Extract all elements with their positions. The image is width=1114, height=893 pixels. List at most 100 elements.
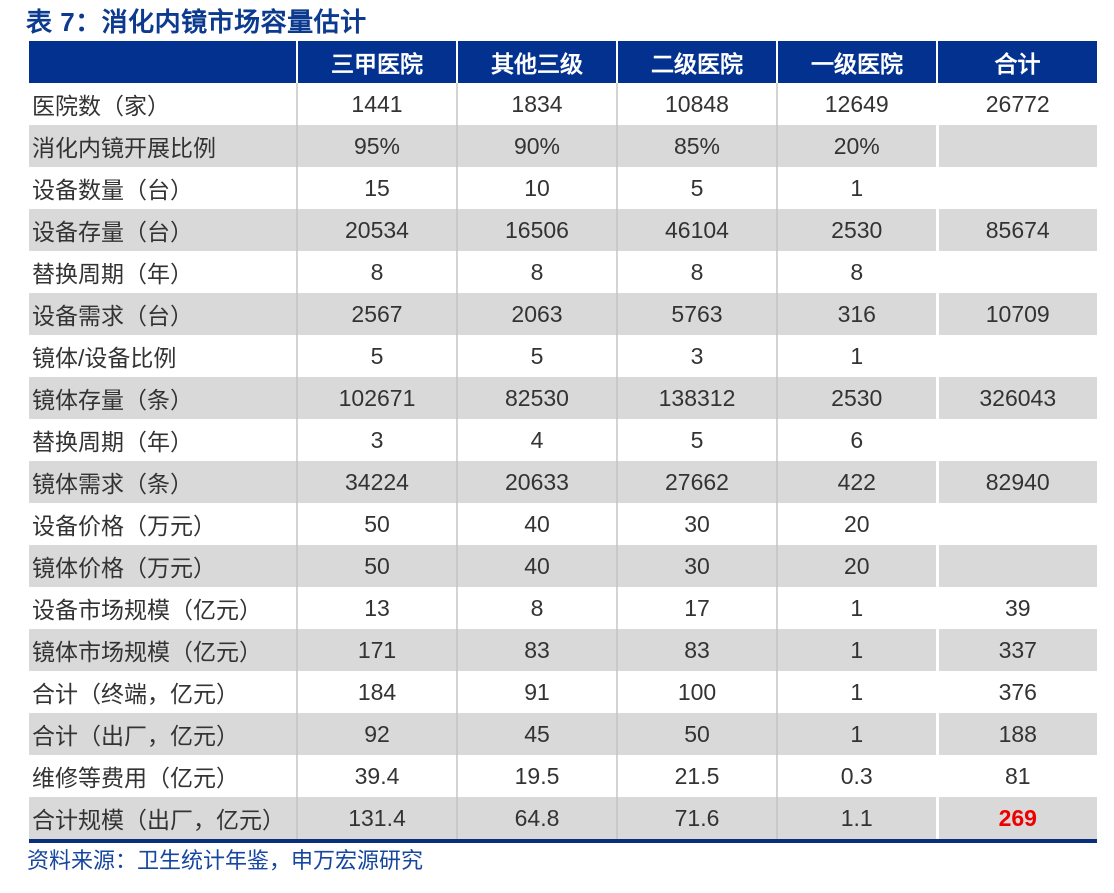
table-row: 替换周期（年） 3 4 5 6 [29, 419, 1097, 461]
total-cell: 337 [935, 629, 1097, 671]
value-cell: 1 [776, 629, 937, 671]
value-cell: 1 [776, 335, 937, 377]
table-row: 医院数（家） 1441 1834 10848 12649 26772 [29, 83, 1097, 125]
value-cell: 4 [456, 419, 617, 461]
table-row: 镜体市场规模（亿元） 171 83 83 1 337 [29, 629, 1097, 671]
total-cell: 85674 [935, 209, 1097, 251]
value-cell: 2567 [296, 293, 457, 335]
value-cell: 5 [616, 419, 777, 461]
table-row: 替换周期（年） 8 8 8 8 [29, 251, 1097, 293]
value-cell: 8 [456, 251, 617, 293]
header-cell-tier3a: 三甲医院 [296, 41, 457, 83]
value-cell: 5 [296, 335, 457, 377]
market-capacity-table: 三甲医院 其他三级 二级医院 一级医院 合计 医院数（家） 1441 1834 108… [29, 41, 1097, 843]
row-label: 设备市场规模（亿元） [32, 597, 262, 623]
value-cell: 20633 [456, 461, 617, 503]
value-cell: 0.3 [776, 755, 937, 797]
grand-total-highlight: 269 [935, 797, 1097, 843]
row-label: 镜体/设备比例 [32, 345, 177, 371]
market-capacity-table-container: 三甲医院 其他三级 二级医院 一级医院 合计 医院数（家） 1441 1834 108… [29, 41, 1097, 843]
header-cell-tier1: 一级医院 [776, 41, 937, 83]
row-label: 镜体需求（条） [29, 461, 297, 503]
value-cell: 82530 [456, 377, 617, 419]
table-row: 设备价格（万元） 50 40 30 20 [29, 503, 1097, 545]
row-label: 替换周期（年） [32, 261, 193, 287]
table-title: 表 7：消化内镜市场容量估计 [26, 7, 367, 37]
row-label: 合计规模（出厂，亿元） [29, 797, 297, 843]
value-cell: 85% [616, 125, 777, 167]
value-cell: 40 [456, 545, 617, 587]
total-cell [935, 419, 1097, 461]
value-cell: 64.8 [456, 797, 617, 843]
row-label: 消化内镜开展比例 [29, 125, 297, 167]
value-cell: 39.4 [296, 755, 457, 797]
value-cell: 71.6 [616, 797, 777, 843]
header-cell-tier2: 二级医院 [616, 41, 777, 83]
row-label: 设备数量（台） [32, 177, 193, 203]
value-cell: 10848 [616, 83, 777, 125]
table-row: 消化内镜开展比例 95% 90% 85% 20% [29, 125, 1097, 167]
value-cell: 30 [616, 503, 777, 545]
value-cell: 1 [776, 587, 937, 629]
value-cell: 131.4 [296, 797, 457, 843]
value-cell: 8 [616, 251, 777, 293]
value-cell: 50 [616, 713, 777, 755]
total-cell: 81 [935, 755, 1097, 797]
value-cell: 19.5 [456, 755, 617, 797]
value-cell: 21.5 [616, 755, 777, 797]
table-row: 镜体存量（条） 102671 82530 138312 2530 326043 [29, 377, 1097, 419]
row-label: 镜体市场规模（亿元） [29, 629, 297, 671]
value-cell: 12649 [776, 83, 937, 125]
table-row: 镜体/设备比例 5 5 3 1 [29, 335, 1097, 377]
total-cell: 26772 [935, 83, 1097, 125]
total-cell [935, 125, 1097, 167]
value-cell: 1834 [456, 83, 617, 125]
table-row: 合计规模（出厂，亿元） 131.4 64.8 71.6 1.1 269 [29, 797, 1097, 843]
row-label: 合计（终端，亿元） [32, 681, 239, 707]
value-cell: 6 [776, 419, 937, 461]
value-cell: 171 [296, 629, 457, 671]
total-cell [935, 545, 1097, 587]
total-cell [935, 335, 1097, 377]
value-cell: 8 [776, 251, 937, 293]
value-cell: 46104 [616, 209, 777, 251]
header-row: 三甲医院 其他三级 二级医院 一级医院 合计 [29, 41, 1097, 83]
value-cell: 1441 [296, 83, 457, 125]
total-cell: 376 [935, 671, 1097, 713]
value-cell: 10 [456, 167, 617, 209]
value-cell: 2530 [776, 377, 937, 419]
total-cell: 82940 [935, 461, 1097, 503]
value-cell: 50 [296, 503, 457, 545]
row-label: 替换周期（年） [32, 429, 193, 455]
value-cell: 17 [616, 587, 777, 629]
value-cell: 13 [296, 587, 457, 629]
value-cell: 83 [456, 629, 617, 671]
value-cell: 91 [456, 671, 617, 713]
source-note: 资料来源：卫生统计年鉴，申万宏源研究 [27, 848, 424, 873]
value-cell: 2530 [776, 209, 937, 251]
header-cell-other-tier3: 其他三级 [456, 41, 617, 83]
value-cell: 15 [296, 167, 457, 209]
total-cell [935, 167, 1097, 209]
value-cell: 8 [456, 587, 617, 629]
row-label: 设备存量（台） [29, 209, 297, 251]
row-label: 合计（出厂，亿元） [29, 713, 297, 755]
value-cell: 8 [296, 251, 457, 293]
value-cell: 20534 [296, 209, 457, 251]
value-cell: 1.1 [776, 797, 937, 843]
value-cell: 20 [776, 545, 937, 587]
header-cell-label [29, 41, 297, 83]
table-row: 合计（终端，亿元） 184 91 100 1 376 [29, 671, 1097, 713]
value-cell: 20 [776, 503, 937, 545]
table-row: 合计（出厂，亿元） 92 45 50 1 188 [29, 713, 1097, 755]
value-cell: 1 [776, 671, 937, 713]
value-cell: 5 [616, 167, 777, 209]
value-cell: 27662 [616, 461, 777, 503]
table-row: 镜体需求（条） 34224 20633 27662 422 82940 [29, 461, 1097, 503]
total-cell [935, 251, 1097, 293]
row-label: 维修等费用（亿元） [32, 765, 239, 791]
header-cell-total: 合计 [936, 41, 1097, 83]
value-cell: 90% [456, 125, 617, 167]
total-cell [935, 503, 1097, 545]
row-label: 设备需求（台） [29, 293, 297, 335]
